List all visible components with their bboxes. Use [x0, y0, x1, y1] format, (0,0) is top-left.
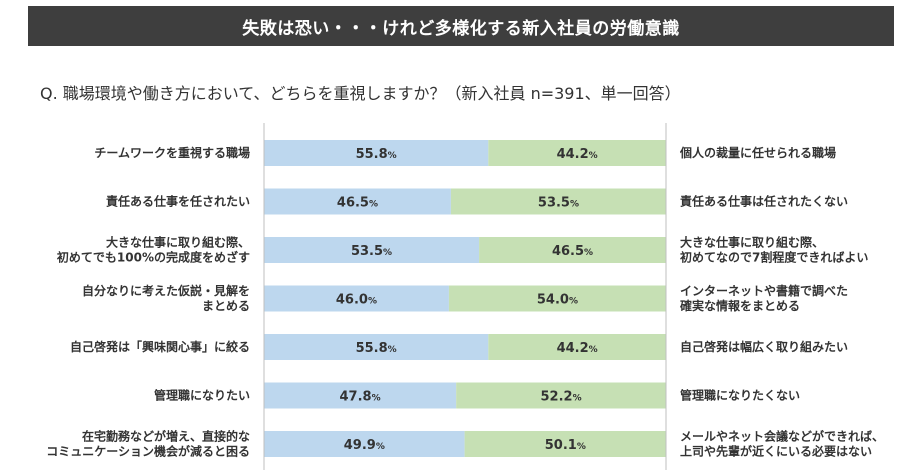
row-label-right: 責任ある仕事は任されたくない — [680, 194, 848, 209]
bar-right — [448, 285, 666, 312]
bar-right — [488, 334, 666, 360]
value-label-right: 44.2% — [557, 147, 598, 162]
row-label-right: 自己啓発は幅広く取り組みたい — [680, 339, 848, 354]
bar-left — [264, 285, 449, 312]
bar-left — [264, 431, 465, 457]
value-label-left: 55.8% — [356, 341, 397, 356]
row-label-left: 自己啓発は「興味関心事」に絞る — [70, 339, 250, 354]
row-label-right: 管理職になりたくない — [680, 388, 800, 403]
bar-right — [479, 237, 666, 263]
value-label-left: 46.0% — [336, 293, 377, 308]
row-label-left: 在宅勤務などが増え、直接的なコミュニケーション機会が減ると困る — [46, 429, 250, 459]
bar-left — [264, 382, 457, 409]
value-label-right: 46.5% — [552, 244, 593, 259]
bar-right — [450, 188, 666, 215]
row-label-left: 自分なりに考えた仮説・見解をまとめる — [82, 283, 250, 313]
value-label-left: 47.8% — [340, 390, 381, 405]
bar-left — [264, 188, 451, 215]
value-label-right: 53.5% — [538, 196, 579, 211]
row-label-left: 管理職になりたい — [154, 388, 250, 403]
row-label-right: インターネットや書籍で調べた確実な情報をまとめる — [680, 283, 848, 313]
bar-right — [456, 382, 666, 409]
bar-left — [264, 334, 489, 360]
chart-title: 失敗は恐い・・・けれど多様化する新入社員の労働意識 — [242, 18, 680, 39]
row-label-right: 個人の裁量に任せられる職場 — [679, 145, 836, 160]
question-text: Q. 職場環境や働き方において、どちらを重視しますか？（新入社員 n=391、単… — [40, 84, 681, 103]
value-label-left: 46.5% — [337, 196, 378, 211]
value-label-left: 55.8% — [356, 147, 397, 162]
bar-left — [264, 237, 480, 263]
value-label-right: 52.2% — [541, 390, 582, 405]
row-label-left: 責任ある仕事を任されたい — [106, 194, 250, 209]
value-label-left: 53.5% — [351, 244, 392, 259]
row-label-left: チームワークを重視する職場 — [94, 145, 250, 160]
value-label-left: 49.9% — [344, 438, 385, 453]
title-banner: 失敗は恐い・・・けれど多様化する新入社員の労働意識 — [28, 6, 894, 46]
value-label-right: 50.1% — [545, 438, 586, 453]
bar-left — [264, 140, 489, 166]
bar-right — [488, 140, 666, 166]
bar-right — [464, 431, 666, 457]
row-label-right: 大きな仕事に取り組む際、初めてなので7割程度できればよい — [680, 235, 868, 265]
value-label-right: 54.0% — [537, 293, 578, 308]
row-label-left: 大きな仕事に取り組む際、初めてでも100%の完成度をめざす — [57, 235, 250, 265]
row-label-right: メールやネット会議などができれば、上司や先輩が近くにいる必要はない — [680, 429, 884, 459]
value-label-right: 44.2% — [557, 341, 598, 356]
